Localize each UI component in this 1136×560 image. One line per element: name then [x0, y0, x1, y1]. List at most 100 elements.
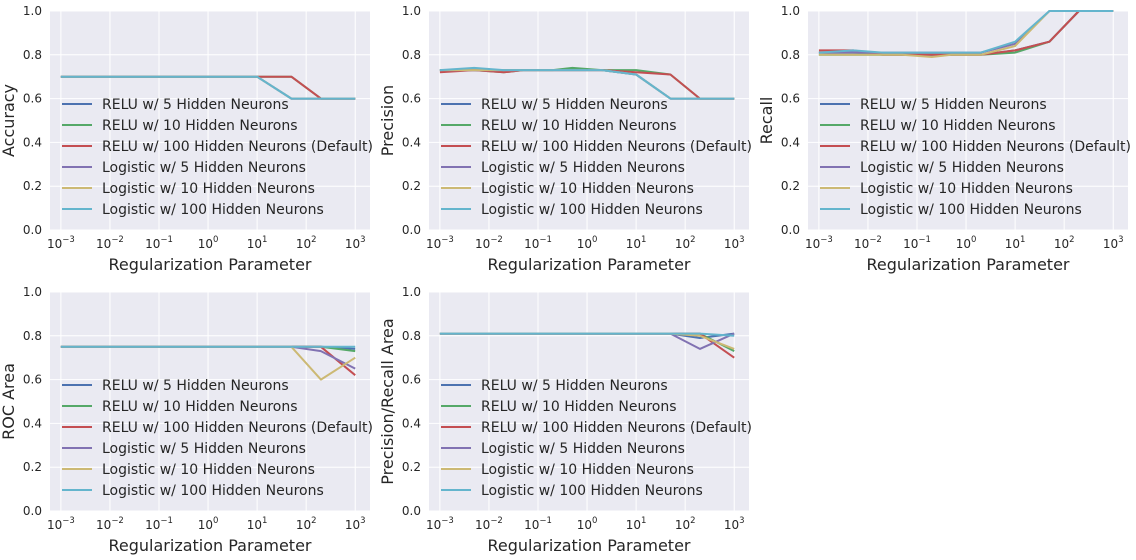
y-axis-label: Precision/Recall Area [378, 318, 397, 484]
plot-area [429, 11, 749, 230]
x-tick-label: 103 [724, 516, 745, 532]
y-tick-label: 0.0 [781, 223, 800, 237]
x-tick-label: 100 [956, 235, 977, 251]
x-axis-label: Regularization Parameter [109, 536, 312, 555]
plot-area [808, 11, 1128, 230]
x-tick-label: 101 [626, 516, 647, 532]
plot-area [429, 292, 749, 511]
series-line-6 [818, 10, 1114, 54]
legend-label-1: RELU w/ 5 Hidden Neurons [481, 97, 668, 113]
y-axis-label: ROC Area [0, 363, 18, 440]
y-tick-label: 0.2 [23, 460, 42, 474]
x-axis-label: Regularization Parameter [488, 536, 691, 555]
y-tick-label: 0.8 [402, 329, 421, 343]
legend-label-3: RELU w/ 100 Hidden Neurons (Default) [102, 420, 373, 436]
legend-label-6: Logistic w/ 100 Hidden Neurons [481, 202, 703, 218]
y-tick-label: 0.6 [23, 92, 42, 106]
x-axis-label: Regularization Parameter [867, 255, 1070, 274]
legend-label-3: RELU w/ 100 Hidden Neurons (Default) [102, 139, 373, 155]
legend-label-6: Logistic w/ 100 Hidden Neurons [860, 202, 1082, 218]
x-axis-label: Regularization Parameter [488, 255, 691, 274]
y-tick-label: 0.8 [402, 48, 421, 62]
y-tick-label: 0.2 [781, 179, 800, 193]
x-tick-label: 101 [247, 516, 268, 532]
legend-label-2: RELU w/ 10 Hidden Neurons [481, 118, 677, 134]
legend-label-1: RELU w/ 5 Hidden Neurons [102, 378, 289, 394]
legend-label-5: Logistic w/ 10 Hidden Neurons [860, 181, 1073, 197]
x-tick-label: 10−1 [524, 235, 552, 251]
series-line-6 [60, 75, 356, 100]
x-tick-label: 10−2 [96, 516, 124, 532]
legend-label-4: Logistic w/ 5 Hidden Neurons [481, 160, 685, 176]
x-tick-label: 10−2 [475, 516, 503, 532]
plot-area [50, 292, 370, 511]
legend-label-4: Logistic w/ 5 Hidden Neurons [102, 441, 306, 457]
legend-label-5: Logistic w/ 10 Hidden Neurons [102, 462, 315, 478]
x-tick-label: 103 [345, 516, 366, 532]
x-tick-label: 102 [675, 516, 696, 532]
y-tick-label: 0.8 [23, 48, 42, 62]
legend-label-1: RELU w/ 5 Hidden Neurons [481, 378, 668, 394]
y-tick-label: 0.4 [402, 416, 421, 430]
x-tick-label: 103 [1103, 235, 1124, 251]
legend: RELU w/ 5 Hidden Neurons RELU w/ 10 Hidde… [820, 97, 1131, 218]
legend-label-3: RELU w/ 100 Hidden Neurons (Default) [481, 139, 752, 155]
x-tick-label: 103 [724, 235, 745, 251]
legend-label-2: RELU w/ 10 Hidden Neurons [102, 118, 298, 134]
y-axis-label: Accuracy [0, 84, 18, 157]
x-tick-label: 10−3 [47, 516, 75, 532]
x-tick-label: 10−2 [96, 235, 124, 251]
y-tick-label: 1.0 [23, 4, 42, 18]
y-tick-label: 0.8 [23, 329, 42, 343]
legend-label-4: Logistic w/ 5 Hidden Neurons [102, 160, 306, 176]
x-tick-label: 102 [296, 516, 317, 532]
x-tick-label: 101 [247, 235, 268, 251]
legend-label-5: Logistic w/ 10 Hidden Neurons [102, 181, 315, 197]
x-tick-label: 100 [577, 235, 598, 251]
y-tick-label: 1.0 [781, 4, 800, 18]
x-tick-label: 10−1 [145, 235, 173, 251]
y-tick-label: 0.0 [402, 504, 421, 518]
x-tick-label: 10−1 [145, 516, 173, 532]
legend-label-3: RELU w/ 100 Hidden Neurons (Default) [860, 139, 1131, 155]
y-tick-label: 1.0 [402, 285, 421, 299]
x-tick-label: 10−1 [903, 235, 931, 251]
y-tick-label: 0.0 [402, 223, 421, 237]
y-tick-label: 1.0 [23, 285, 42, 299]
legend: RELU w/ 5 Hidden Neurons RELU w/ 10 Hidde… [441, 378, 752, 499]
chart-panel-5: 10−3 10−2 10−1 100 101 102 103 0.0 0.2 0.4 0.6 0.8 1… [378, 285, 752, 555]
x-tick-label: 102 [1054, 235, 1075, 251]
x-tick-label: 101 [1005, 235, 1026, 251]
y-tick-label: 0.4 [23, 416, 42, 430]
x-tick-label: 10−2 [475, 235, 503, 251]
chart-panel-1: 10−3 10−2 10−1 100 101 102 103 0.0 0.2 0.4 0.6 0.8 1… [0, 4, 373, 274]
legend-label-1: RELU w/ 5 Hidden Neurons [860, 97, 1047, 113]
y-tick-label: 0.6 [781, 92, 800, 106]
legend-label-5: Logistic w/ 10 Hidden Neurons [481, 462, 694, 478]
chart-panel-4: 10−3 10−2 10−1 100 101 102 103 0.0 0.2 0.4 0.6 0.8 1… [0, 285, 373, 555]
y-tick-label: 0.2 [402, 179, 421, 193]
x-axis-label: Regularization Parameter [109, 255, 312, 274]
x-tick-label: 10−1 [524, 516, 552, 532]
x-tick-label: 100 [198, 235, 219, 251]
x-tick-label: 10−3 [47, 235, 75, 251]
y-tick-label: 0.6 [402, 373, 421, 387]
chart-panel-2: 10−3 10−2 10−1 100 101 102 103 0.0 0.2 0.4 0.6 0.8 1… [378, 4, 752, 274]
x-tick-label: 10−3 [805, 235, 833, 251]
chart-panel-3: 10−3 10−2 10−1 100 101 102 103 0.0 0.2 0.4 0.6 0.8 1… [757, 4, 1131, 274]
x-tick-label: 101 [626, 235, 647, 251]
y-tick-label: 0.6 [402, 92, 421, 106]
y-tick-label: 0.4 [23, 135, 42, 149]
y-tick-label: 1.0 [402, 4, 421, 18]
legend-label-3: RELU w/ 100 Hidden Neurons (Default) [481, 420, 752, 436]
legend-label-4: Logistic w/ 5 Hidden Neurons [860, 160, 1064, 176]
plot-area [50, 11, 370, 230]
legend-label-2: RELU w/ 10 Hidden Neurons [481, 399, 677, 415]
x-tick-label: 103 [345, 235, 366, 251]
legend-label-5: Logistic w/ 10 Hidden Neurons [481, 181, 694, 197]
series-line-6 [439, 66, 735, 100]
legend: RELU w/ 5 Hidden Neurons RELU w/ 10 Hidde… [62, 378, 373, 499]
x-tick-label: 100 [577, 516, 598, 532]
legend-label-6: Logistic w/ 100 Hidden Neurons [481, 483, 703, 499]
